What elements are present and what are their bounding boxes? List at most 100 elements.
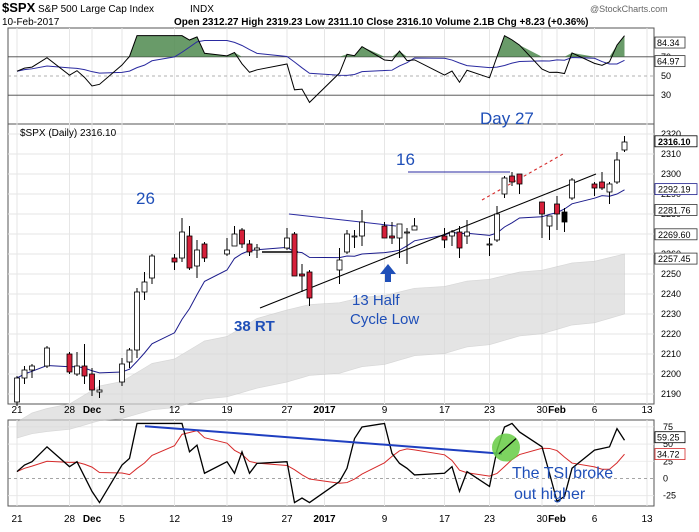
candle xyxy=(494,213,500,241)
top-oscillator-line xyxy=(16,34,625,104)
top-tick-label: 30 xyxy=(661,90,671,100)
candle xyxy=(239,229,245,245)
red-dashed-trendline xyxy=(481,153,564,201)
candle xyxy=(254,247,260,251)
candle xyxy=(456,231,463,249)
tsi-trendline xyxy=(144,425,503,455)
candle xyxy=(141,281,148,293)
price-panel xyxy=(14,136,628,439)
price-tick-label: 2310 xyxy=(661,149,681,159)
candle xyxy=(29,365,35,371)
price-tick-label: 2220 xyxy=(661,329,681,339)
price-badge xyxy=(654,204,698,216)
candle xyxy=(561,211,568,223)
candle xyxy=(291,233,298,277)
chart-exchange: INDX xyxy=(190,4,214,15)
candle xyxy=(411,225,418,231)
x-tick-label: 28 xyxy=(64,405,76,416)
candle xyxy=(606,183,613,193)
price-tick-label: 2190 xyxy=(661,389,681,399)
tsi-panel-frame xyxy=(7,419,655,507)
price-tick-label: 2240 xyxy=(661,289,681,299)
x-tick-label: 21 xyxy=(11,405,23,416)
annotation-half-cycle-2: Cycle Low xyxy=(350,311,419,328)
candle xyxy=(621,141,628,151)
price-tick-label: 2250 xyxy=(661,269,681,279)
overbought-fill xyxy=(17,35,625,57)
tsi-tick-label: -25 xyxy=(663,491,676,501)
x-tick-label: Dec xyxy=(83,405,102,416)
candle xyxy=(194,249,200,267)
candle xyxy=(14,377,20,403)
x-tick-label: 27 xyxy=(281,405,293,416)
candle xyxy=(516,173,523,185)
x-tick-label: 27 xyxy=(281,514,293,525)
x-tick-label: 19 xyxy=(221,514,233,525)
candle xyxy=(569,179,575,199)
candle xyxy=(246,243,253,253)
x-tick-label: Feb xyxy=(548,514,566,525)
candle xyxy=(126,349,133,363)
axes: 21 21 28 28 Dec Dec 5 5 12 12 19 19 27 27 2017 2017 9 9 17… xyxy=(11,36,698,525)
top-badge-label: 64.97 xyxy=(657,57,680,67)
candle xyxy=(486,243,493,246)
x-tick-label: 13 xyxy=(641,405,653,416)
support-trendline xyxy=(259,173,597,309)
x-tick-label: 17 xyxy=(439,514,451,525)
candle xyxy=(449,231,455,237)
candle xyxy=(599,181,605,189)
gridlines xyxy=(8,28,654,506)
price-badge-label: 2281.76 xyxy=(658,205,691,215)
candle xyxy=(546,215,553,227)
top-badge xyxy=(654,55,686,68)
bollinger-band xyxy=(16,253,625,439)
annotation-tsi-1: The TSI broke xyxy=(512,465,613,482)
tsi-tick-label: 50 xyxy=(663,439,673,449)
price-tick-label: 2320 xyxy=(661,129,681,139)
x-tick-label: 5 xyxy=(119,405,125,416)
candle xyxy=(389,235,395,239)
top-tick-label: 50 xyxy=(661,71,671,81)
annotation-day27: Day 27 xyxy=(480,109,534,128)
price-badge xyxy=(654,252,698,265)
candle xyxy=(501,177,508,195)
price-tick-label: 2210 xyxy=(661,349,681,359)
tsi-panel xyxy=(16,422,626,504)
tsi-tick-label: 25 xyxy=(663,456,673,466)
candle xyxy=(614,159,620,183)
candle xyxy=(306,271,313,299)
candle xyxy=(396,223,403,239)
price-tick-label: 2200 xyxy=(661,369,681,379)
tsi-tick-label: 0 xyxy=(663,473,668,483)
candle xyxy=(171,257,178,263)
top-badge xyxy=(654,36,686,49)
top-indicator-panel xyxy=(16,34,625,104)
chart-symbol: $SPX xyxy=(2,0,36,15)
tsi-line xyxy=(16,422,626,504)
top-badge-label: 84.34 xyxy=(657,38,680,48)
candle xyxy=(201,243,208,259)
price-badge-label: 2292.19 xyxy=(658,185,691,195)
candle xyxy=(44,347,50,367)
x-tick-label: 9 xyxy=(382,405,388,416)
candle xyxy=(89,373,95,391)
x-tick-label: 30 xyxy=(536,405,548,416)
candle xyxy=(336,259,343,271)
candle xyxy=(359,221,365,237)
x-tick-label: 5 xyxy=(119,514,125,525)
price-badge xyxy=(654,183,698,196)
candle xyxy=(351,235,358,238)
candle xyxy=(554,203,560,215)
candle xyxy=(344,233,350,253)
arrow-up-icon xyxy=(380,264,396,282)
candle xyxy=(381,225,388,239)
price-badge-label: 2316.10 xyxy=(658,137,691,147)
candle xyxy=(509,175,515,183)
candle xyxy=(284,237,290,249)
candle xyxy=(74,365,80,375)
candle xyxy=(186,235,193,269)
x-tick-label: 2017 xyxy=(313,514,336,525)
chart-name: S&P 500 Large Cap Index xyxy=(38,4,154,15)
candle xyxy=(179,231,185,259)
